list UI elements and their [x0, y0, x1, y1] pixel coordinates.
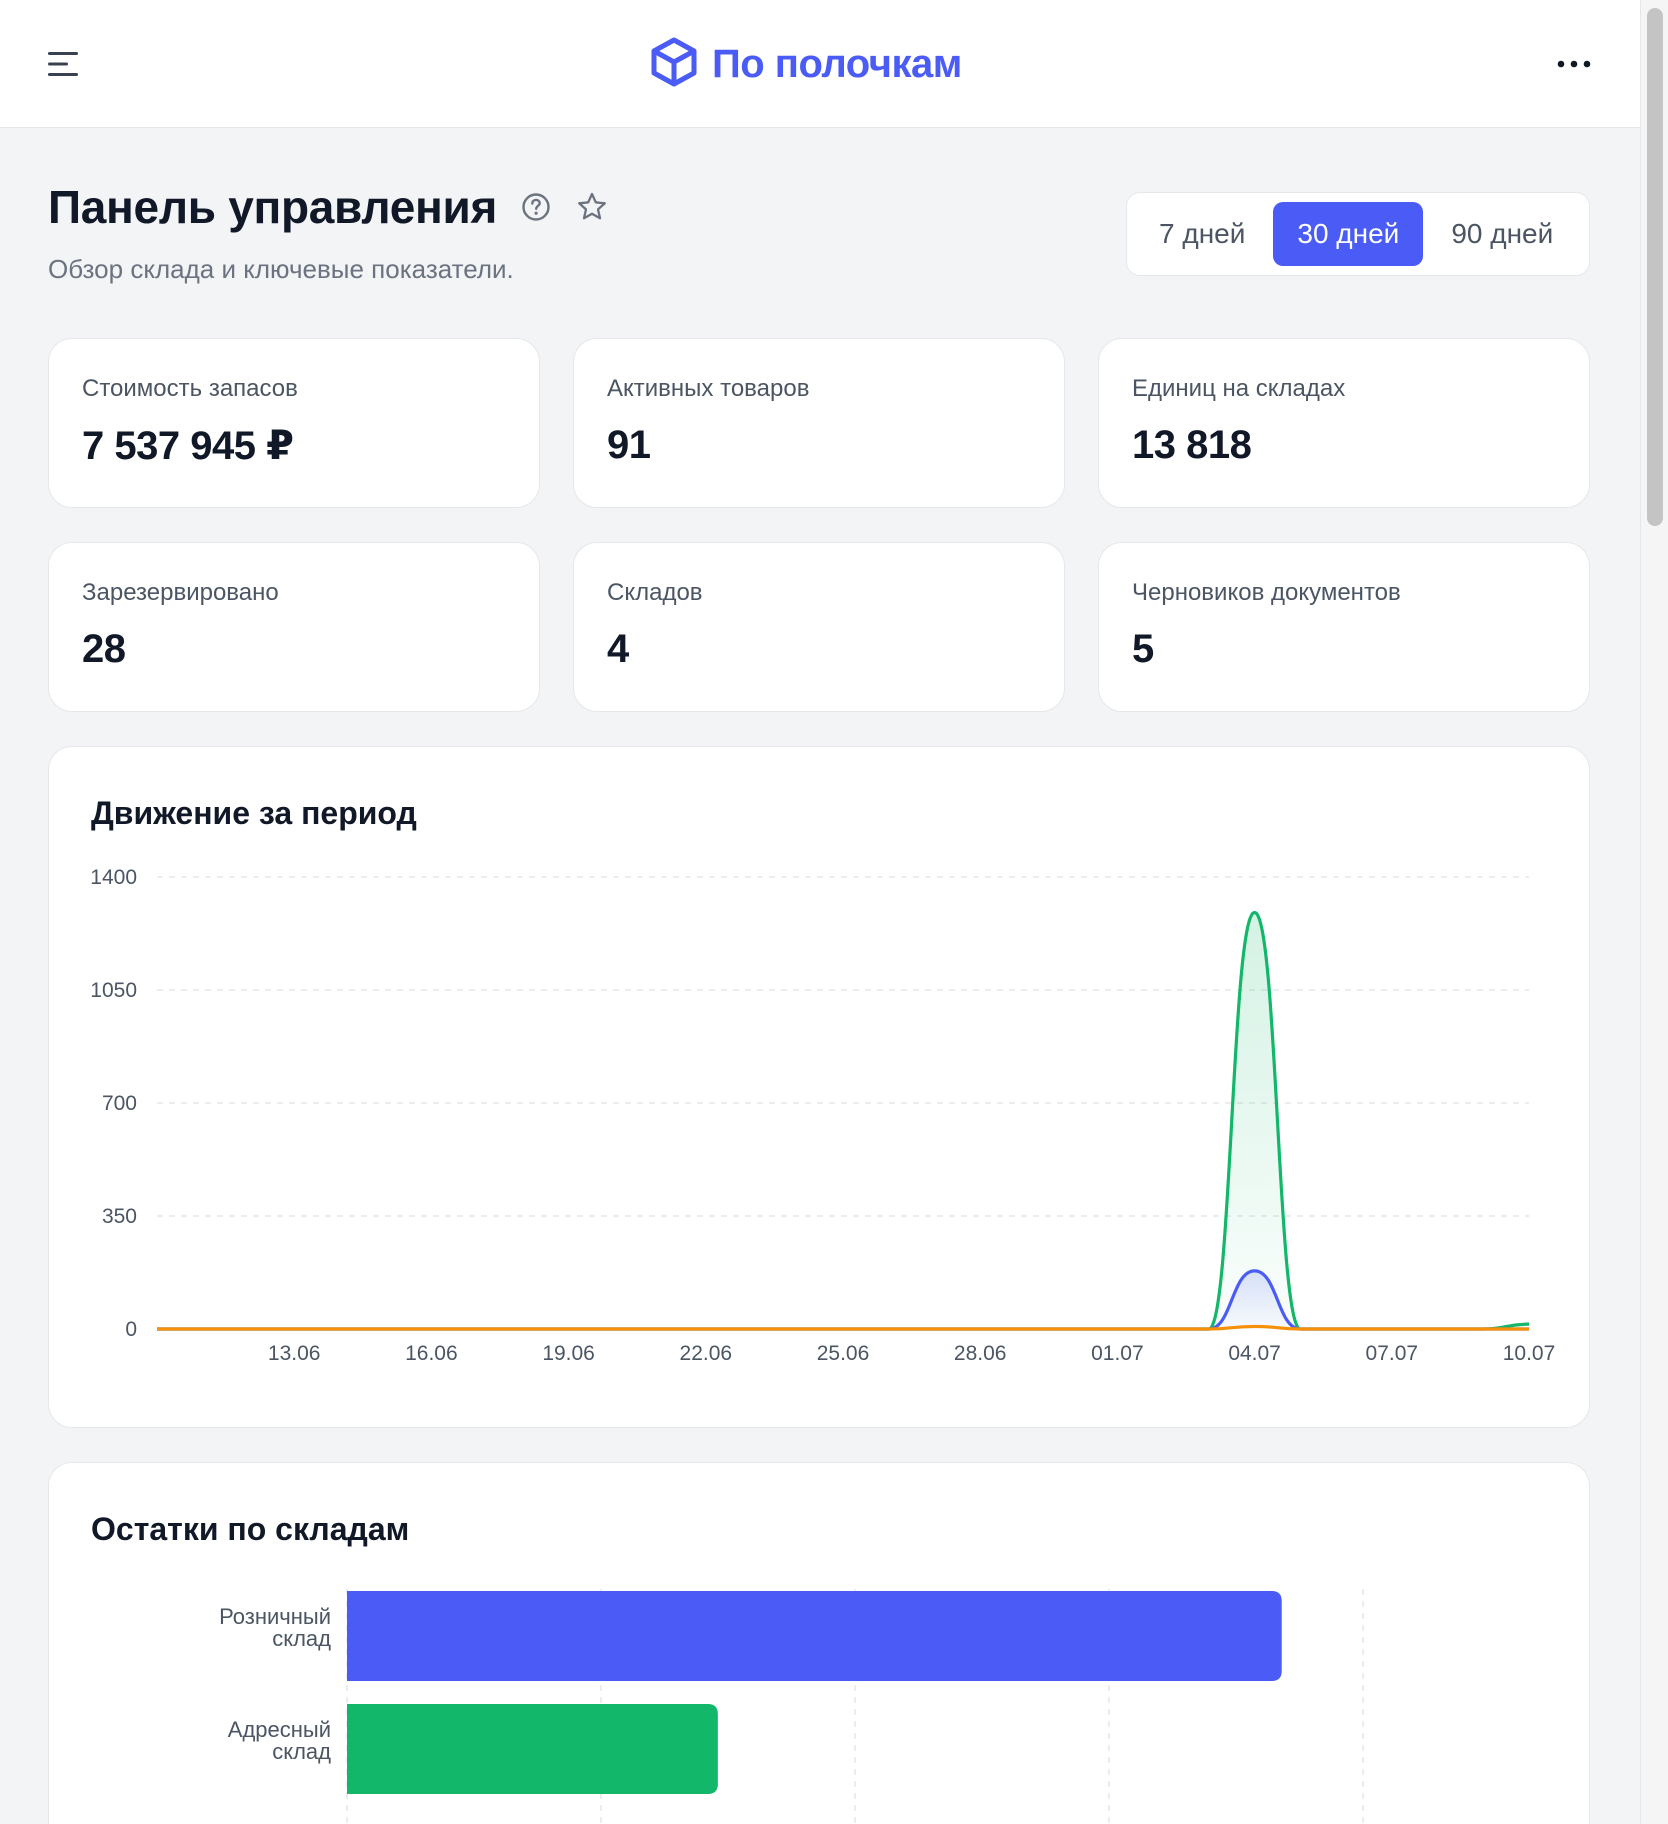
hamburger-menu-icon[interactable]: [40, 40, 88, 88]
kpi-card-draft-documents: Черновиков документов 5: [1098, 542, 1590, 712]
y-tick-label: 350: [102, 1205, 137, 1228]
x-tick-label: 22.06: [680, 1342, 733, 1365]
brand-name: По полочкам: [712, 41, 962, 86]
scrollbar-thumb[interactable]: [1647, 8, 1663, 526]
kpi-label: Активных товаров: [607, 375, 810, 402]
bar-1[interactable]: [347, 1704, 718, 1794]
period-option-7-days[interactable]: 7 дней: [1159, 218, 1246, 249]
kpi-card-active-products: Активных товаров 91: [573, 338, 1065, 508]
stock-chart-card: Остатки по складам Розничный склад Адресны…: [48, 1462, 1590, 1824]
x-tick-label: 16.06: [405, 1342, 458, 1365]
x-tick-label: 13.06: [268, 1342, 321, 1365]
category-label: Розничный: [219, 1604, 331, 1629]
kpi-value: 7 537 945 ₽: [82, 424, 294, 468]
series-area-1: [157, 1270, 1529, 1329]
kpi-label: Черновиков документов: [1132, 579, 1401, 606]
question-circle-icon[interactable]: [519, 190, 553, 224]
scrollbar[interactable]: [1640, 0, 1668, 1824]
page-subtitle: Обзор склада и ключевые показатели.: [48, 254, 514, 284]
box-cube-icon: [650, 37, 698, 92]
x-tick-label: 04.07: [1228, 1342, 1281, 1365]
category-label: склад: [272, 1626, 331, 1651]
movement-chart: 1400 1050 700 350 0 13.06 16.06 19.06 22.06 25.06…: [90, 866, 1556, 1365]
more-horizontal-icon[interactable]: [1550, 40, 1598, 88]
x-tick-label: 25.06: [817, 1342, 870, 1365]
kpi-card-reserved: Зарезервировано 28: [48, 542, 540, 712]
x-tick-label: 28.06: [954, 1342, 1007, 1365]
kpi-value: 5: [1132, 627, 1154, 671]
kpi-label: Зарезервировано: [82, 579, 279, 606]
star-outline-icon[interactable]: [575, 190, 609, 224]
kpi-card-units-in-stock: Единиц на складах 13 818: [1098, 338, 1590, 508]
x-tick-label: 01.07: [1091, 1342, 1144, 1365]
y-tick-label: 1400: [90, 866, 137, 889]
period-option-30-days[interactable]: 30 дней: [1273, 202, 1424, 266]
bar-0[interactable]: [347, 1591, 1282, 1681]
period-option-90-days[interactable]: 90 дней: [1451, 218, 1554, 249]
kpi-value: 4: [607, 627, 629, 671]
y-tick-label: 700: [102, 1092, 137, 1115]
kpi-card-stock-value: Стоимость запасов 7 537 945 ₽: [48, 338, 540, 508]
series-line-0: [156, 910, 1530, 1331]
top-bar: По полочкам: [0, 0, 1640, 128]
page-title-row: Панель управления: [48, 180, 609, 234]
kpi-label: Складов: [607, 579, 703, 606]
kpi-value: 28: [82, 627, 126, 671]
x-tick-label: 07.07: [1366, 1342, 1419, 1365]
series-line-1: [156, 1269, 1529, 1331]
y-tick-label: 1050: [90, 979, 137, 1002]
x-tick-label: 19.06: [542, 1342, 595, 1365]
kpi-value: 13 818: [1132, 423, 1252, 467]
y-tick-label: 0: [125, 1318, 137, 1341]
brand-logo[interactable]: По полочкам: [650, 37, 962, 92]
page-title: Панель управления: [48, 181, 498, 233]
movement-chart-card: Движение за период 1400 1050 700 350 0 13.06 1…: [48, 746, 1590, 1428]
series-area-0: [157, 912, 1529, 1329]
kpi-value: 91: [607, 423, 651, 467]
x-tick-label: 10.07: [1503, 1342, 1556, 1365]
period-switch: 7 дней 30 дней 90 дней: [1126, 192, 1590, 276]
kpi-label: Единиц на складах: [1132, 375, 1346, 402]
chart-title: Остатки по складам: [91, 1511, 410, 1547]
kpi-card-warehouses: Складов 4: [573, 542, 1065, 712]
category-label: Адресный: [228, 1717, 331, 1742]
series-line-2: [156, 1324, 1529, 1331]
chart-title: Движение за период: [91, 795, 417, 831]
kpi-label: Стоимость запасов: [82, 375, 298, 402]
category-label: склад: [272, 1739, 331, 1764]
